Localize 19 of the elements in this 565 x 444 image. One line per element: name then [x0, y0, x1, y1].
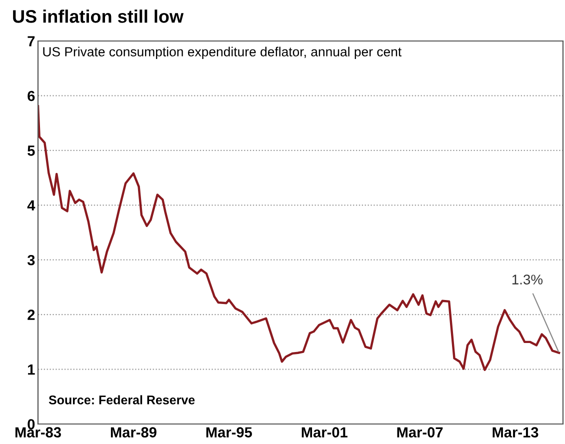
x-tick-label: Mar-13 [492, 427, 538, 438]
x-tick-label: Mar-01 [302, 427, 348, 438]
y-tick-label: 2 [28, 310, 35, 320]
x-tick-label: Mar-95 [206, 427, 252, 438]
x-tick-label: Mar-89 [110, 427, 156, 438]
line-series [38, 105, 560, 371]
x-tick-label: Mar-07 [397, 427, 443, 438]
y-tick-label: 1 [28, 364, 35, 375]
chart-title: US inflation still low [13, 10, 184, 23]
y-tick-label: 3 [27, 254, 35, 266]
y-tick-label: 5 [28, 146, 35, 156]
chart-subtitle: US Private consumption expenditure deflator, annual per cent [43, 46, 402, 60]
annotation: 1.3% [512, 274, 543, 284]
y-tick-label: 4 [27, 200, 36, 210]
annotation: Source: Federal Reserve [48, 395, 195, 404]
y-tick-label: 7 [28, 36, 35, 46]
y-tick-label: 0 [28, 419, 35, 430]
y-tick-label: 6 [28, 90, 35, 102]
x-tick-label: Mar-83 [15, 427, 61, 438]
